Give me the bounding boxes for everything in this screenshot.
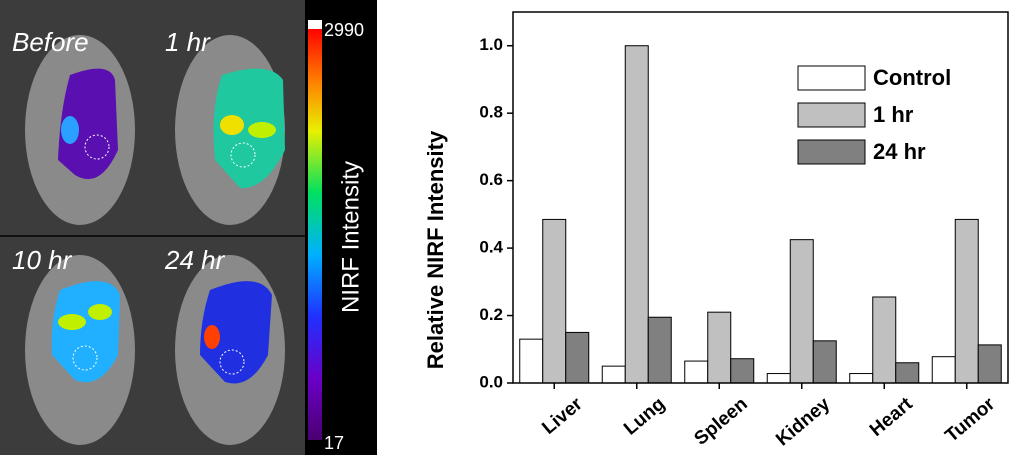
legend-swatch: [797, 102, 866, 128]
plot-frame: [512, 11, 1009, 384]
y-tick-label: 0.0: [479, 372, 503, 391]
colorbar-min: 17: [324, 433, 344, 453]
y-tick-label: 0.2: [479, 305, 503, 324]
x-tick-label: Kidney: [772, 393, 834, 450]
mouse-images: [25, 35, 285, 445]
x-tick-label: Heart: [866, 393, 917, 441]
bar: [601, 365, 626, 384]
x-tick-label: Liver: [538, 393, 587, 439]
y-tick-label: 1.0: [479, 35, 503, 54]
colorbar-max: 2990: [324, 20, 364, 40]
bar: [895, 362, 920, 384]
x-tick-label: Lung: [620, 394, 669, 440]
bar: [766, 373, 791, 384]
colorbar: [308, 28, 322, 440]
bar: [624, 45, 649, 384]
x-tick-label: Spleen: [690, 394, 751, 450]
bar: [519, 338, 544, 384]
legend-label: Control: [873, 65, 951, 90]
bar: [707, 311, 732, 384]
bar: [542, 218, 567, 384]
bar: [954, 218, 979, 384]
bar: [931, 356, 956, 384]
bar: [647, 316, 672, 384]
panel-label: 24 hr: [164, 245, 226, 275]
y-axis-label: Relative NIRF Intensity: [423, 130, 448, 369]
legend-swatch: [797, 139, 866, 165]
legend-swatch: [797, 65, 866, 91]
y-tick-label: 0.6: [479, 170, 503, 189]
legend-label: 24 hr: [873, 139, 926, 164]
colorbar-title: NIRF Intensity: [337, 161, 364, 313]
image-panel: Before 1 hr 10 hr 24 hr 2990 17 NIRF Int…: [0, 0, 377, 455]
y-tick-label: 0.4: [479, 238, 503, 257]
bar: [684, 360, 709, 384]
bar: [730, 358, 755, 384]
x-tick-label: Tumor: [941, 393, 999, 447]
bar: [812, 340, 837, 384]
bar: [565, 331, 590, 384]
panel-label: 10 hr: [12, 245, 73, 275]
legend-label: 1 hr: [873, 102, 914, 127]
bar: [789, 239, 814, 384]
y-tick-label: 0.8: [479, 103, 503, 122]
panel-label: Before: [12, 27, 89, 57]
bar: [977, 344, 1002, 384]
bar: [872, 296, 897, 384]
colorbar-cap: [308, 20, 322, 29]
panel-label: 1 hr: [165, 27, 211, 57]
bar: [849, 373, 874, 384]
